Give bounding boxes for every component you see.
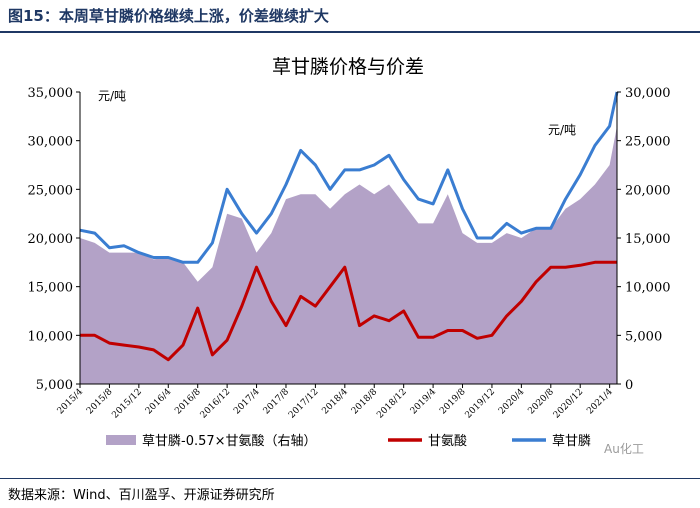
x-tick-label: 2018/8 [350,387,380,417]
figure-title: 图15：本周草甘膦价格继续上涨，价差继续扩大 [8,7,329,25]
x-tick-label: 2020/4 [497,387,527,417]
source-divider [0,478,700,479]
legend-label-glycine: 甘氨酸 [428,434,467,449]
x-tick-label: 2016/4 [144,387,174,417]
x-tick-label: 2019/4 [409,387,439,417]
x-tick-label: 2020/8 [526,387,556,417]
legend-label-spread: 草甘膦-0.57×甘氨酸（右轴） [142,434,317,449]
left-tick-label: 35,000 [28,86,74,101]
right-tick-label: 20,000 [625,183,671,198]
glyphosate-line [79,91,619,264]
chart: 草甘膦价格与价差 元/吨 元/吨 5,000 10,000 15,000 20,000… [28,56,671,449]
x-tick-label: 2020/12 [552,387,586,421]
legend: 草甘膦-0.57×甘氨酸（右轴） 甘氨酸 草甘膦 [106,434,591,449]
x-tick-label: 2016/8 [173,387,203,417]
legend-swatch-spread [106,435,136,445]
x-tick-label: 2019/12 [464,387,498,421]
figure-header: 图15：本周草甘膦价格继续上涨，价差继续扩大 [0,0,700,33]
right-tick-label: 15,000 [625,232,671,247]
x-tick-label: 2015/8 [85,387,115,417]
legend-label-glyphosate: 草甘膦 [552,434,591,449]
left-tick-label: 10,000 [28,329,74,344]
x-tick-label: 2016/12 [199,387,233,421]
left-tick-label: 20,000 [28,232,74,247]
x-tick-label: 2018/4 [320,387,350,417]
left-tick-label: 30,000 [28,135,74,150]
chart-title: 草甘膦价格与价差 [272,56,424,78]
right-tick-label: 5,000 [625,329,662,344]
left-tick-label: 5,000 [36,378,73,393]
x-tick-label: 2015/12 [110,387,144,421]
spread-area [80,126,617,384]
x-tick-label: 2017/4 [232,387,262,417]
x-tick-label: 2021/4 [585,387,615,417]
right-unit-label: 元/吨 [548,123,576,137]
right-tick-label: 10,000 [625,281,671,296]
left-tick-label: 25,000 [28,183,74,198]
glycine-line [80,260,617,362]
x-tick-label: 2017/12 [287,387,321,421]
right-tick-label: 0 [625,378,633,393]
x-tick-label: 2018/12 [375,387,409,421]
source-note: 数据来源：Wind、百川盈孚、开源证券研究所 [8,488,275,503]
x-tick-label: 2019/8 [438,387,468,417]
watermark: Au化工 [604,442,644,456]
right-tick-label: 30,000 [625,86,671,101]
x-tick-label: 2017/8 [262,387,292,417]
right-tick-label: 25,000 [625,135,671,150]
left-tick-label: 15,000 [28,281,74,296]
left-unit-label: 元/吨 [98,89,126,103]
